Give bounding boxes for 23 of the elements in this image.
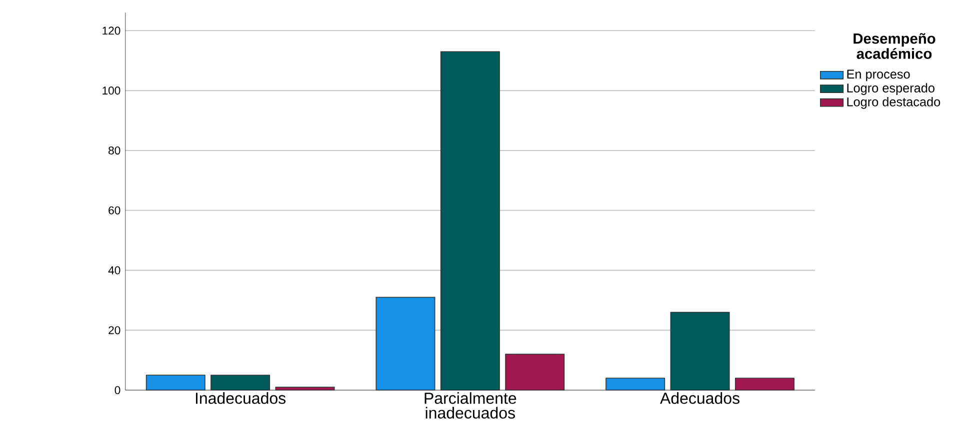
y-tick-label: 60 — [108, 206, 120, 214]
legend-label: Logro esperado — [847, 83, 934, 95]
x-tick-label: Parcialmente inadecuados — [424, 392, 516, 419]
bar — [146, 374, 206, 390]
bar — [440, 51, 500, 390]
bar — [376, 296, 436, 390]
y-tick-label: 80 — [108, 146, 120, 154]
y-tick-label: 120 — [102, 26, 120, 35]
bar — [734, 378, 794, 390]
bar — [505, 354, 565, 390]
bar — [210, 374, 270, 390]
y-tick-label: 0 — [114, 386, 120, 394]
bar — [275, 386, 335, 390]
y-tick-label: 40 — [108, 266, 120, 274]
y-tick-label: 100 — [102, 86, 120, 95]
bar — [670, 312, 730, 390]
legend-label: Logro destacado — [847, 96, 940, 109]
x-tick-label: Adecuados — [660, 392, 740, 404]
legend-title: Desempeño académico — [854, 33, 936, 59]
bar — [606, 378, 666, 390]
y-tick-label: 20 — [108, 326, 120, 334]
legend-label: En proceso — [847, 70, 910, 82]
x-tick-label: Inadecuados — [196, 392, 286, 404]
